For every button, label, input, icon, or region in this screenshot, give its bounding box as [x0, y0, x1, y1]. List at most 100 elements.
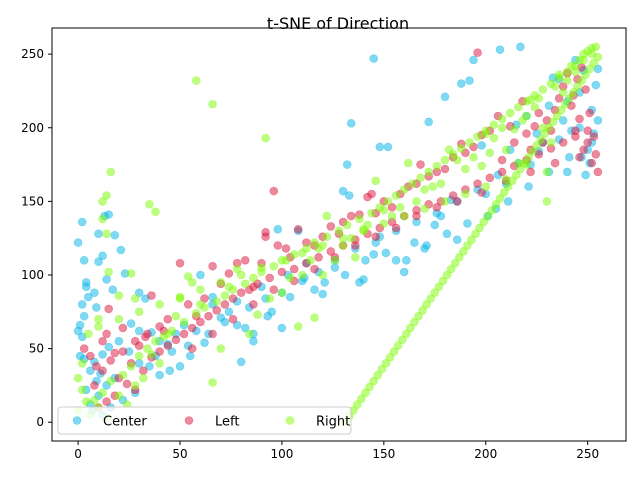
point-right	[544, 123, 554, 133]
point-right	[240, 279, 250, 289]
point-left	[412, 211, 421, 221]
point-right	[261, 133, 270, 143]
point-right	[357, 394, 366, 404]
point-center	[185, 351, 195, 361]
point-right	[438, 276, 448, 286]
point-center	[422, 241, 431, 250]
point-left	[593, 167, 603, 177]
point-right	[365, 382, 374, 392]
point-right	[495, 194, 505, 203]
point-left	[147, 291, 156, 300]
point-left	[587, 158, 597, 168]
point-center	[430, 220, 440, 230]
legend-label-left: Left	[215, 415, 239, 430]
point-right	[139, 373, 148, 383]
point-right	[465, 138, 474, 147]
point-right	[546, 79, 556, 88]
point-center	[330, 263, 340, 272]
point-right	[579, 55, 588, 65]
point-center	[544, 101, 554, 110]
point-right	[104, 267, 113, 277]
point-left	[179, 329, 189, 339]
point-right	[501, 175, 511, 184]
chart-title: t-SNE of Direction	[267, 14, 409, 33]
point-right	[530, 102, 540, 112]
point-center	[593, 116, 603, 125]
point-right	[422, 300, 431, 309]
point-right	[338, 233, 348, 243]
point-center	[440, 92, 450, 102]
point-right	[416, 173, 425, 183]
point-left	[122, 379, 132, 389]
point-right	[167, 326, 177, 336]
point-left	[579, 145, 588, 155]
point-left	[163, 314, 173, 324]
point-right	[322, 211, 332, 221]
point-right	[130, 381, 140, 390]
point-right	[401, 329, 411, 339]
points-layer	[73, 42, 603, 427]
point-right	[546, 138, 556, 147]
point-right	[591, 42, 601, 52]
point-center	[108, 285, 117, 295]
point-right	[379, 219, 389, 228]
point-left	[581, 85, 590, 94]
point-center	[220, 317, 230, 327]
point-right	[355, 214, 364, 224]
point-right	[375, 203, 385, 212]
point-center	[391, 255, 401, 265]
point-right	[489, 133, 499, 143]
point-right	[505, 108, 515, 118]
point-right	[297, 248, 307, 258]
point-center	[277, 323, 287, 333]
point-right	[289, 250, 299, 259]
point-right	[389, 347, 399, 356]
point-right	[373, 370, 383, 380]
point-left	[583, 126, 593, 135]
point-center	[442, 229, 452, 239]
point-left	[104, 304, 113, 314]
point-left	[86, 351, 95, 361]
point-center	[340, 270, 350, 280]
point-left	[281, 244, 291, 253]
point-right	[571, 61, 580, 71]
point-right	[487, 205, 497, 215]
point-right	[564, 94, 574, 103]
point-center	[90, 288, 99, 298]
point-center	[581, 170, 590, 180]
series-right	[73, 42, 603, 427]
point-center	[134, 358, 144, 368]
point-right	[98, 197, 107, 206]
point-left	[102, 329, 111, 339]
point-right	[542, 167, 552, 177]
point-center	[263, 311, 273, 321]
point-right	[440, 155, 450, 165]
point-left	[130, 336, 140, 346]
point-right	[98, 388, 107, 398]
point-right	[473, 132, 482, 141]
point-left	[228, 294, 238, 303]
point-right	[485, 148, 495, 158]
point-left	[583, 138, 593, 147]
point-left	[585, 108, 595, 118]
point-left	[106, 356, 115, 365]
point-right	[359, 226, 368, 236]
legend-label-center: Center	[103, 415, 147, 430]
point-right	[420, 204, 429, 213]
point-right	[151, 336, 160, 346]
point-center	[369, 250, 379, 259]
legend: Center Left Right	[57, 406, 352, 435]
point-left	[183, 300, 193, 309]
point-center	[196, 270, 205, 280]
point-left	[367, 189, 376, 199]
y-tick-label: 200	[21, 121, 44, 135]
point-left	[391, 223, 401, 233]
point-right	[98, 214, 107, 224]
point-right	[257, 263, 266, 272]
point-left	[314, 252, 323, 262]
y-tick-label: 50	[29, 342, 44, 356]
point-right	[475, 223, 484, 233]
point-center	[165, 366, 175, 376]
point-left	[208, 329, 217, 339]
y-tick-label: 150	[21, 194, 44, 208]
